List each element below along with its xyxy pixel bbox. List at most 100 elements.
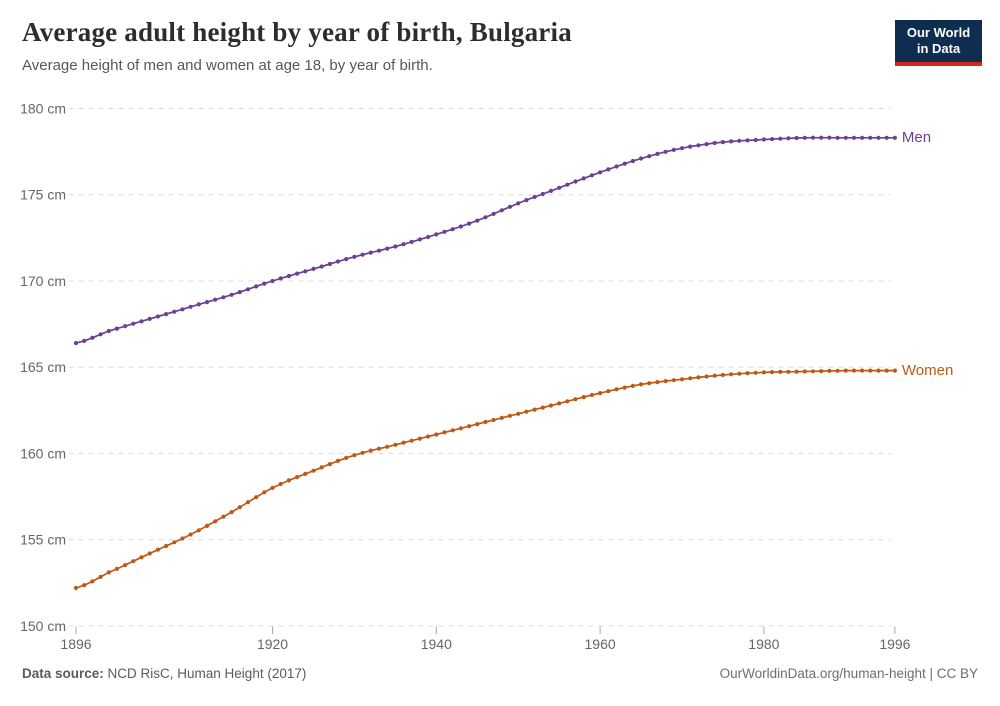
point-women-1953 (540, 405, 545, 410)
point-men-1898 (90, 335, 95, 340)
point-men-1980 (761, 137, 767, 142)
point-men-1946 (483, 215, 488, 220)
point-women-1943 (458, 426, 463, 431)
point-men-1975 (720, 140, 726, 145)
point-men-1937 (409, 239, 414, 244)
point-women-1942 (450, 428, 455, 433)
owid-logo-line2: in Data (916, 41, 961, 57)
point-men-1935 (393, 244, 398, 249)
point-men-1924 (303, 269, 308, 274)
point-men-1978 (745, 138, 750, 143)
point-men-1936 (401, 242, 406, 247)
x-axis-label-1940: 1940 (421, 636, 452, 652)
point-men-1979 (753, 137, 758, 143)
point-men-1989 (835, 135, 840, 140)
point-men-1920 (270, 278, 275, 284)
point-women-1905 (147, 551, 152, 556)
y-axis-label-170: 170 cm (20, 273, 66, 289)
point-men-1960 (598, 170, 603, 175)
point-men-1907 (164, 312, 169, 317)
point-men-1984 (794, 135, 799, 141)
point-women-1978 (745, 371, 750, 376)
point-women-1995 (884, 368, 889, 373)
point-men-1983 (786, 136, 791, 141)
point-women-1992 (860, 368, 865, 373)
point-women-1957 (573, 397, 578, 402)
point-men-1925 (311, 266, 316, 271)
point-women-1927 (327, 462, 332, 467)
point-men-1908 (172, 309, 177, 314)
point-women-1902 (123, 563, 128, 568)
point-women-1917 (245, 500, 251, 505)
point-women-1949 (507, 413, 513, 418)
point-men-1982 (778, 136, 783, 141)
point-men-1951 (524, 198, 529, 203)
y-axis-label-175: 175 cm (20, 187, 66, 203)
point-men-1909 (180, 307, 185, 312)
point-women-1924 (303, 471, 308, 476)
y-axis-label-165: 165 cm (20, 359, 66, 375)
data-source-text: NCD RisC, Human Height (2017) (103, 666, 307, 681)
point-women-1961 (606, 389, 611, 394)
point-women-1974 (712, 373, 717, 378)
point-women-1909 (180, 536, 185, 541)
point-men-1981 (770, 137, 775, 142)
point-women-1919 (262, 490, 267, 495)
point-men-1942 (450, 227, 455, 232)
point-women-1939 (426, 434, 431, 439)
point-men-1988 (827, 135, 832, 140)
point-men-1966 (647, 154, 652, 159)
point-men-1938 (417, 237, 422, 242)
point-men-1958 (581, 176, 586, 181)
point-women-1903 (131, 559, 136, 564)
point-women-1954 (548, 403, 554, 408)
point-women-1984 (794, 369, 799, 374)
point-women-1951 (524, 409, 529, 414)
chart-header: Average adult height by year of birth, B… (22, 16, 870, 74)
point-women-1899 (98, 574, 103, 580)
point-men-1912 (204, 300, 210, 305)
point-men-1941 (442, 229, 447, 234)
license-link[interactable]: OurWorldinData.org/human-height | CC BY (719, 666, 978, 681)
point-men-1964 (630, 158, 636, 164)
point-women-1985 (802, 369, 807, 374)
point-women-1973 (704, 374, 709, 379)
chart-footer: Data source: NCD RisC, Human Height (201… (22, 666, 978, 681)
point-women-1937 (409, 438, 414, 443)
point-men-1956 (565, 182, 570, 187)
point-men-1916 (237, 290, 242, 295)
point-men-1914 (221, 295, 226, 300)
point-women-1910 (188, 532, 193, 537)
x-axis-label-1896: 1896 (60, 636, 91, 652)
point-men-1995 (884, 135, 889, 140)
point-men-1931 (360, 252, 365, 257)
point-men-1963 (622, 161, 627, 166)
point-men-1962 (614, 164, 619, 169)
point-women-1944 (467, 424, 472, 429)
point-men-1896 (73, 341, 79, 346)
x-axis-label-1960: 1960 (585, 636, 616, 652)
point-women-1994 (876, 368, 881, 373)
point-women-1930 (352, 453, 357, 458)
point-men-1917 (245, 287, 251, 292)
point-men-1943 (458, 224, 463, 229)
data-source-note: Data source: NCD RisC, Human Height (201… (22, 666, 306, 681)
point-men-1977 (737, 138, 742, 143)
point-women-1980 (761, 370, 767, 375)
point-women-1971 (688, 376, 693, 381)
point-women-1986 (810, 369, 816, 374)
point-men-1930 (352, 254, 357, 259)
point-women-1920 (270, 485, 275, 490)
owid-logo[interactable]: Our World in Data (895, 20, 982, 66)
point-men-1900 (106, 328, 111, 334)
point-women-1956 (565, 399, 570, 404)
point-men-1945 (475, 218, 480, 223)
point-men-1967 (655, 151, 660, 156)
point-men-1948 (499, 208, 504, 213)
owid-logo-line1: Our World (906, 25, 971, 40)
point-women-1990 (843, 368, 848, 373)
point-men-1972 (696, 143, 701, 148)
point-women-1946 (483, 419, 488, 425)
point-women-1979 (753, 370, 758, 375)
point-women-1912 (204, 523, 210, 529)
